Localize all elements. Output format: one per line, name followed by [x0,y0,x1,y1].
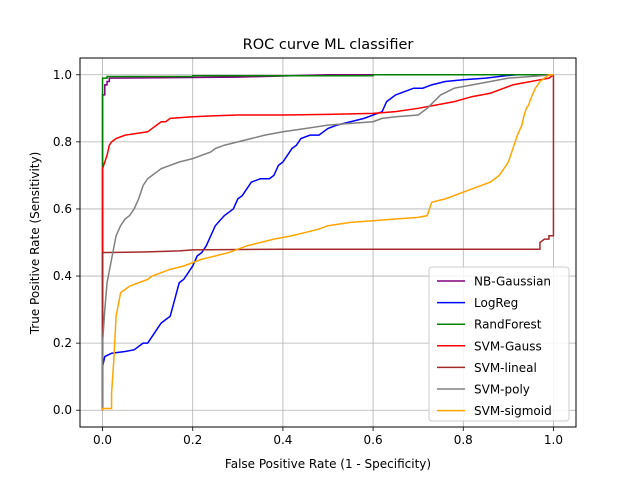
x-axis-ticks: 0.0 0.2 0.4 0.6 0.8 1.0 [93,427,563,447]
legend: NB-Gaussian LogReg RandForest SVM-Gauss SVM-… [428,266,570,422]
chart-title: ROC curve ML classifier [243,37,414,53]
x-axis-label: False Positive Rate (1 - Specificity) [225,457,431,471]
legend-box [428,266,570,422]
x-tick-label: 1.0 [544,433,563,447]
series-line-randforest [101,74,554,411]
legend-label: SVM-lineal [474,361,537,375]
x-tick-label: 0.2 [183,433,202,447]
y-tick-label: 1.0 [53,68,72,82]
x-tick-label: 0.4 [273,433,292,447]
series-line-logreg [101,74,554,411]
x-tick-label: 0.6 [364,433,383,447]
grid [80,58,576,427]
series-line-svm-lineal [101,74,555,411]
y-axis-ticks: 0.0 0.2 0.4 0.6 0.8 1.0 [53,68,80,417]
x-tick-label: 0.8 [454,433,473,447]
legend-label: SVM-sigmoid [474,404,552,418]
y-tick-label: 0.6 [53,202,72,216]
series-lines [101,74,555,411]
series-line-svm-sigmoid [101,74,554,411]
y-tick-label: 0.0 [53,403,72,417]
legend-items: NB-Gaussian LogReg RandForest SVM-Gauss SVM-… [437,275,552,418]
y-axis-label: True Positive Rate (Sensitivity) [28,152,42,336]
legend-label: RandForest [474,318,542,332]
y-tick-label: 0.4 [53,269,72,283]
y-tick-label: 0.2 [53,336,72,350]
axes-frame [79,57,577,428]
x-tick-label: 0.0 [93,433,112,447]
legend-label: LogReg [474,296,518,310]
legend-label: SVM-Gauss [474,339,542,353]
legend-label: NB-Gaussian [474,275,551,289]
y-tick-label: 0.8 [53,135,72,149]
series-line-svm-poly [101,74,554,411]
series-line-svm-gauss [101,74,554,411]
series-line-nb-gaussian [101,74,554,411]
legend-label: SVM-poly [474,383,530,397]
